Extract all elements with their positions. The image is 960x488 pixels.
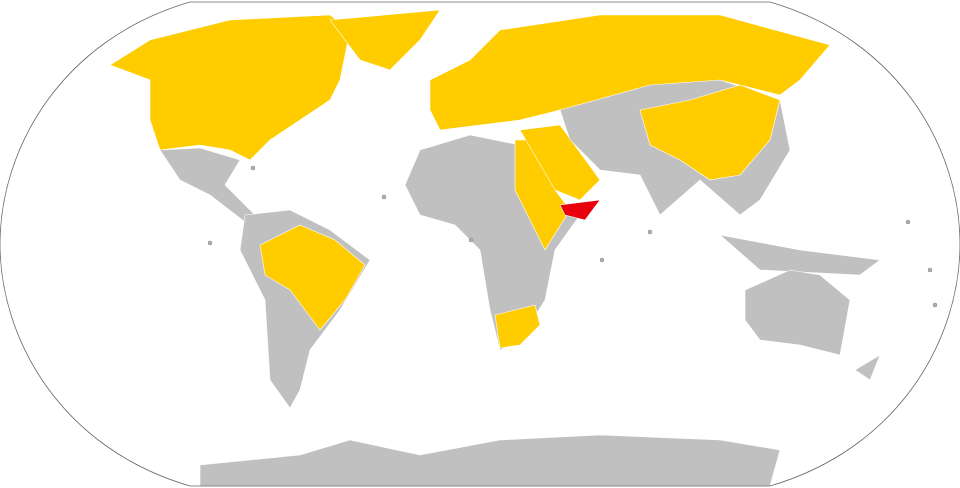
greenland xyxy=(329,9,441,71)
land xyxy=(109,9,938,486)
canada-usa xyxy=(109,14,351,161)
arabia xyxy=(519,124,601,201)
island xyxy=(599,257,605,263)
island xyxy=(932,302,938,308)
brazil xyxy=(259,224,366,331)
southeast-asia-islands xyxy=(718,234,881,276)
island xyxy=(905,219,911,225)
island xyxy=(250,165,256,171)
south-africa xyxy=(494,304,541,349)
australia xyxy=(744,269,851,356)
island xyxy=(207,240,213,246)
island xyxy=(647,229,653,235)
somaliland xyxy=(559,199,601,221)
china xyxy=(639,84,781,181)
island xyxy=(468,237,474,243)
central-america xyxy=(159,147,261,223)
island xyxy=(381,194,387,200)
antarctica xyxy=(199,434,781,486)
new-zealand xyxy=(854,354,881,381)
island xyxy=(927,267,933,273)
